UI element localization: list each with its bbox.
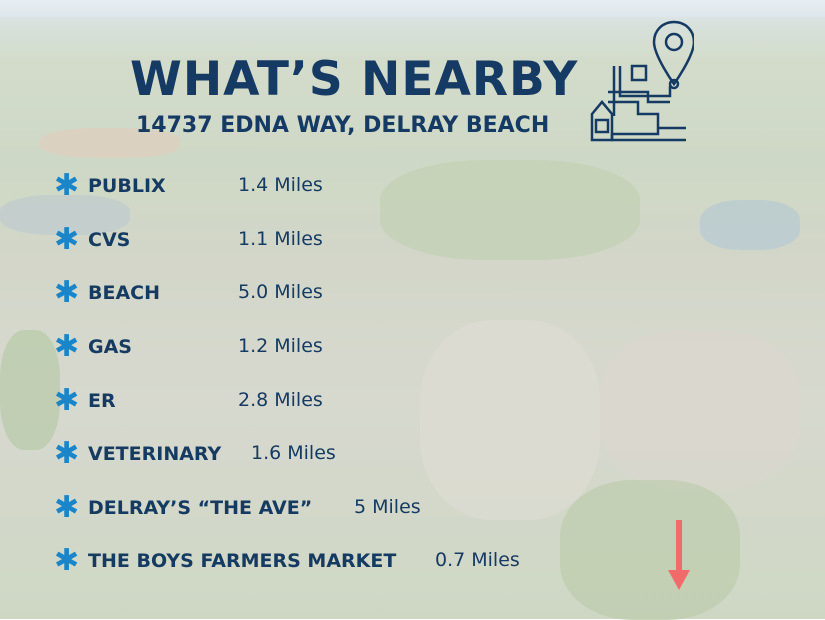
list-item: ✱ CVS 1.1 Miles [54, 222, 323, 257]
place-distance: 1.2 Miles [238, 335, 323, 357]
place-name: ER [88, 390, 116, 412]
place-name: DELRAY’S “THE AVE” [88, 497, 313, 519]
place-name: THE BOYS FARMERS MARKET [88, 550, 397, 572]
list-item: ✱ ER 2.8 Miles [54, 383, 323, 418]
list-item: ✱ DELRAY’S “THE AVE” 5 Miles [54, 490, 421, 525]
list-item: ✱ BEACH 5.0 Miles [54, 275, 323, 310]
list-item: ✱ GAS 1.2 Miles [54, 329, 323, 364]
asterisk-icon: ✱ [54, 383, 80, 418]
asterisk-icon: ✱ [54, 329, 80, 364]
asterisk-icon: ✱ [54, 222, 80, 257]
address-subtitle: 14737 EDNA WAY, DELRAY BEACH [136, 113, 550, 138]
place-distance: 5.0 Miles [238, 281, 323, 303]
place-name: GAS [88, 336, 132, 358]
red-arrow-down-icon [668, 520, 690, 590]
place-name: BEACH [88, 282, 161, 304]
place-distance: 0.7 Miles [435, 549, 520, 571]
place-name: VETERINARY [88, 443, 222, 465]
map-pin-route-icon [590, 20, 694, 142]
place-name: CVS [88, 229, 131, 251]
page-title: WHAT’S NEARBY [130, 52, 579, 107]
asterisk-icon: ✱ [54, 436, 80, 471]
place-distance: 5 Miles [354, 496, 421, 518]
asterisk-icon: ✱ [54, 168, 80, 203]
list-item: ✱ PUBLIX 1.4 Miles [54, 168, 323, 203]
list-item: ✱ THE BOYS FARMERS MARKET 0.7 Miles [54, 543, 520, 578]
place-name: PUBLIX [88, 175, 166, 197]
place-distance: 1.4 Miles [238, 174, 323, 196]
asterisk-icon: ✱ [54, 543, 80, 578]
place-distance: 1.6 Miles [251, 442, 336, 464]
place-distance: 1.1 Miles [238, 228, 323, 250]
asterisk-icon: ✱ [54, 490, 80, 525]
asterisk-icon: ✱ [54, 275, 80, 310]
place-distance: 2.8 Miles [238, 389, 323, 411]
list-item: ✱ VETERINARY 1.6 Miles [54, 436, 336, 471]
